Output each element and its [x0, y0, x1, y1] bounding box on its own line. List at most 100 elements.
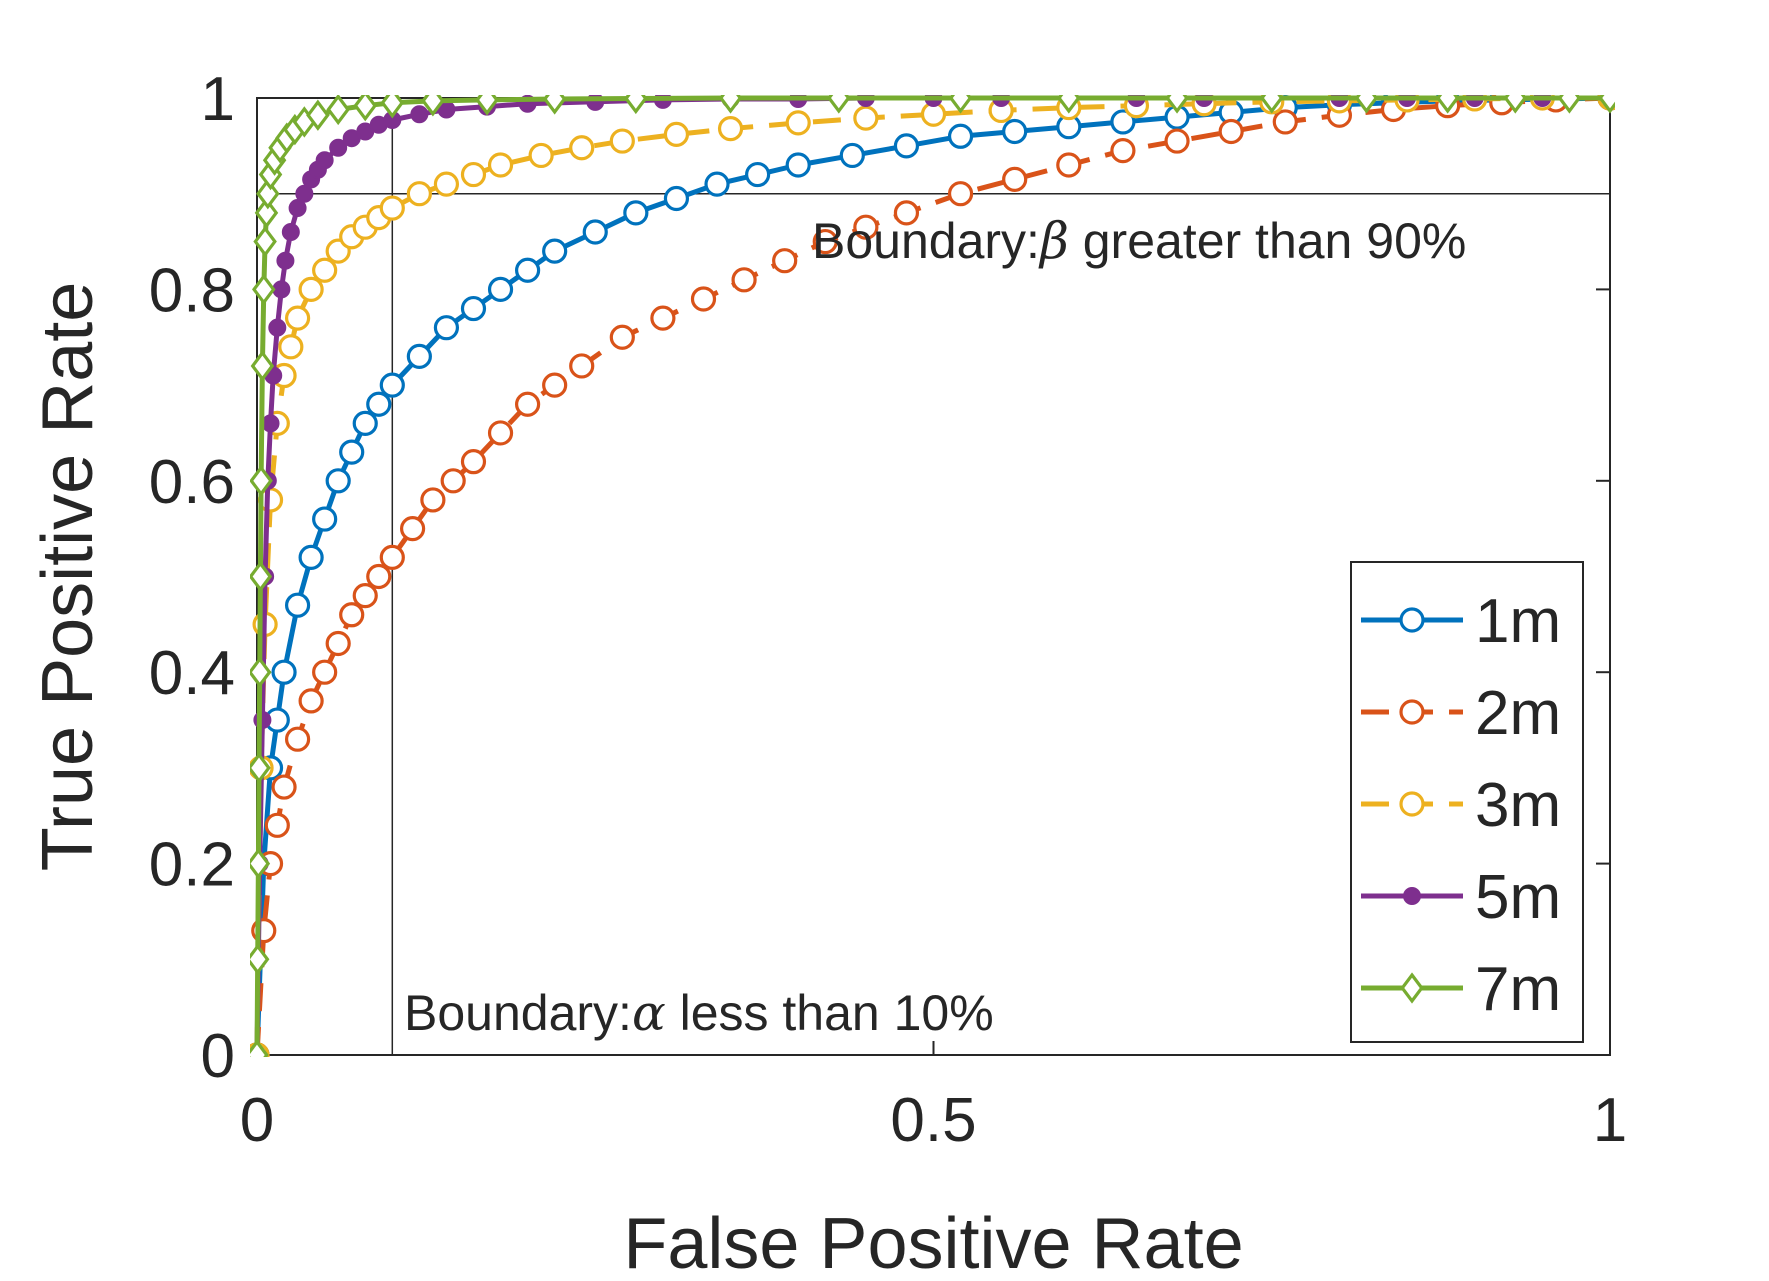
data-point-3m: [663, 121, 690, 147]
data-point-2m: [772, 248, 798, 274]
data-point-2m: [947, 181, 974, 207]
data-point-1m: [433, 315, 460, 341]
annotation-prefix: Boundary:: [404, 985, 632, 1041]
legend-item-3m: 3m: [1361, 771, 1561, 840]
data-point-3m: [717, 116, 744, 142]
data-point-3m: [433, 171, 460, 197]
data-point-1m: [839, 142, 865, 169]
data-point-2m: [542, 372, 568, 398]
legend-box: [1350, 561, 1584, 1043]
data-point-1m: [366, 391, 392, 417]
data-point-2m: [812, 228, 838, 255]
beta-symbol: β: [1038, 212, 1069, 270]
y-tick-label: 0.2: [149, 831, 235, 900]
data-point-5m: [288, 199, 307, 218]
data-point-1m: [704, 171, 730, 197]
data-point-7m: [326, 95, 350, 126]
data-point-7m: [250, 560, 273, 593]
data-point-1m: [893, 133, 920, 159]
data-point-1m: [947, 123, 974, 149]
data-point-1m: [298, 544, 324, 570]
legend-label: 1m: [1475, 587, 1561, 656]
data-point-5m: [272, 280, 291, 299]
legend-item-2m: 2m: [1361, 679, 1561, 748]
data-point-7m: [306, 99, 330, 131]
x-tick-label: 0: [240, 1086, 274, 1155]
data-point-2m: [284, 726, 311, 752]
data-point-1m: [623, 200, 649, 226]
data-point-5m: [329, 138, 348, 157]
data-point-3m: [785, 110, 811, 136]
legend-marker: [1400, 972, 1424, 1004]
data-point-7m: [250, 465, 273, 497]
data-point-2m: [853, 214, 879, 240]
data-point-7m: [624, 95, 648, 115]
data-point-7m: [1435, 95, 1460, 114]
data-point-2m: [1164, 128, 1190, 154]
data-point-2m: [298, 688, 324, 714]
data-point-1m: [284, 592, 311, 618]
data-point-1m: [379, 372, 405, 398]
data-point-3m: [312, 257, 338, 283]
data-point-5m: [261, 414, 280, 433]
data-point-5m: [281, 222, 300, 241]
data-point-2m: [420, 487, 446, 513]
data-point-2m: [460, 449, 487, 475]
data-point-2m: [514, 391, 541, 417]
legend-label: 5m: [1475, 863, 1561, 932]
data-point-2m: [379, 544, 405, 570]
data-point-7m: [353, 95, 377, 122]
data-point-3m: [528, 142, 554, 169]
legend-item-1m: 1m: [1361, 587, 1561, 656]
y-tick-label: 0: [201, 1022, 235, 1091]
data-point-2m: [650, 305, 676, 331]
y-tick-label: 0.4: [149, 639, 235, 708]
data-point-7m: [250, 847, 271, 880]
legend-marker: [1399, 791, 1425, 817]
data-point-2m: [1272, 109, 1298, 135]
annotation-suffix: less than 10%: [666, 985, 994, 1041]
data-point-1m: [582, 219, 608, 245]
data-point-3m: [460, 161, 487, 188]
y-tick-label: 0.8: [149, 256, 235, 325]
data-point-1m: [663, 185, 690, 212]
data-point-2m: [271, 774, 297, 800]
series-7m: [250, 95, 1615, 1057]
legend-item-5m: 5m: [1361, 863, 1561, 932]
data-point-2m: [440, 468, 466, 494]
legend-marker: [1399, 607, 1425, 633]
legend-label: 7m: [1475, 955, 1561, 1024]
data-point-3m: [379, 195, 405, 221]
data-point-7m: [948, 95, 973, 114]
x-tick-label: 0.5: [890, 1086, 976, 1155]
data-point-1m: [271, 659, 297, 685]
y-tick-label: 0.6: [149, 448, 235, 517]
data-point-2m: [690, 286, 717, 312]
data-point-2m: [264, 812, 290, 838]
data-point-1m: [785, 152, 811, 178]
data-point-2m: [731, 267, 757, 293]
data-point-1m: [406, 343, 432, 369]
data-point-5m: [315, 151, 334, 170]
data-point-7m: [250, 656, 272, 688]
legend: 1m 2m 3m 5m 7m: [1350, 561, 1584, 1043]
y-axis-title: True Positive Rate: [28, 282, 108, 872]
data-point-7m: [1057, 95, 1081, 114]
data-point-7m: [542, 95, 567, 115]
data-point-7m: [718, 95, 743, 114]
data-point-7m: [250, 752, 271, 784]
data-point-7m: [475, 95, 499, 116]
x-tick-label: 1: [1593, 1086, 1627, 1155]
data-point-2m: [609, 324, 635, 350]
data-point-7m: [250, 1039, 269, 1057]
data-point-1m: [312, 506, 338, 532]
data-point-3m: [406, 181, 432, 207]
data-point-1m: [460, 295, 487, 322]
data-point-3m: [487, 152, 514, 178]
data-point-2m: [366, 563, 392, 590]
data-point-7m: [380, 95, 405, 119]
data-point-3m: [298, 276, 324, 302]
data-point-7m: [421, 95, 445, 117]
data-point-2m: [399, 516, 426, 542]
alpha-boundary-annotation: Boundary:α less than 10%: [404, 984, 994, 1042]
